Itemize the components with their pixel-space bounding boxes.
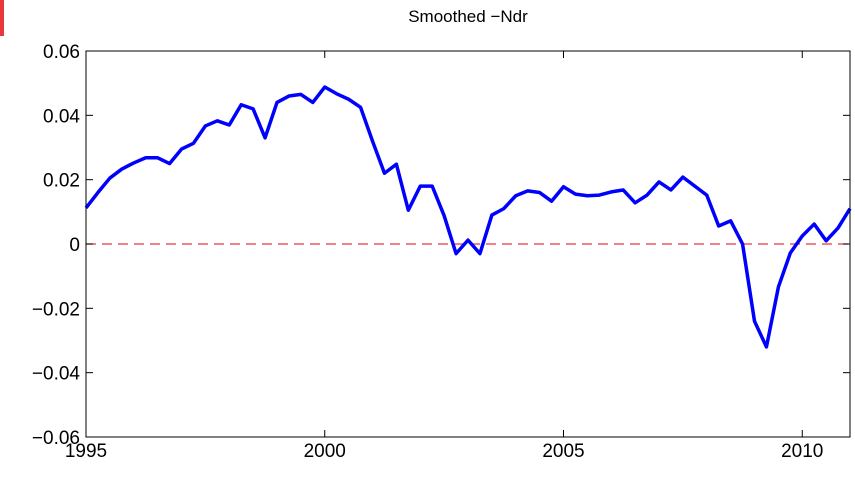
y-tick-label: 0.04	[43, 106, 80, 127]
y-tick-label: 0	[69, 235, 80, 256]
x-tick-label: 1995	[65, 441, 107, 462]
y-tick-label: −0.06	[32, 428, 80, 449]
corner-marker	[0, 0, 4, 36]
chart-title: Smoothed −Ndr	[408, 7, 528, 26]
y-tick-label: 0.02	[43, 171, 80, 192]
data-line	[84, 85, 852, 349]
x-tick-label: 2000	[304, 441, 346, 462]
y-tick-label: −0.04	[32, 364, 81, 385]
y-tick-label: 0.06	[43, 42, 80, 63]
x-tick-label: 2010	[781, 441, 823, 462]
y-tick-label: −0.02	[32, 299, 80, 320]
x-tick-label: 2005	[542, 441, 584, 462]
